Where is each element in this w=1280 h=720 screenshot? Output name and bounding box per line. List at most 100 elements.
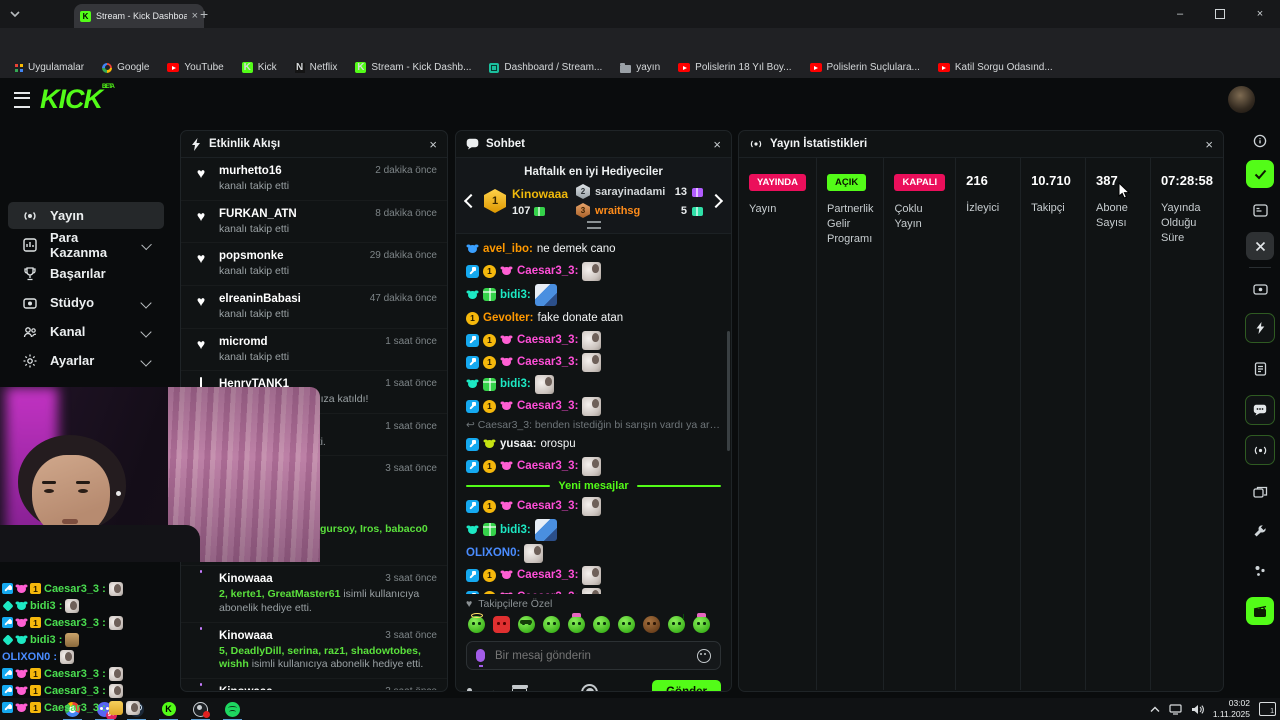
bookmark-video-2[interactable]: Polislerin Suçlulara...	[803, 60, 927, 75]
bookmark-video-3[interactable]: Katil Sorgu Odasınd...	[931, 60, 1060, 75]
wrench-icon[interactable]	[1246, 517, 1274, 545]
chat-username[interactable]: Caesar3_3	[517, 265, 578, 277]
bookmark-stream-dashboard[interactable]: Stream - Kick Dashb...	[348, 60, 478, 75]
emote-halo[interactable]	[468, 613, 485, 633]
new-tab-button[interactable]: +	[200, 6, 209, 22]
sidebar-label: Para Kazanma	[50, 229, 108, 260]
bookmark-folder-yayin[interactable]: yayın	[613, 60, 667, 75]
close-icon[interactable]: ×	[1205, 136, 1213, 152]
emote-music[interactable]	[668, 614, 685, 633]
gifter-rank-2[interactable]: 2 sarayinadami 13	[576, 184, 703, 199]
chat-widget-button[interactable]	[1245, 395, 1275, 425]
chat-username[interactable]: bidi3	[500, 378, 531, 390]
collapse-gifters-icon[interactable]	[586, 221, 601, 229]
chat-settings-gear-icon[interactable]	[581, 683, 599, 691]
chat-username[interactable]: bidi3	[500, 289, 531, 301]
chat-username[interactable]: Caesar3_3	[517, 569, 578, 581]
bookmark-kick[interactable]: Kick	[235, 60, 284, 75]
close-icon[interactable]: ×	[713, 136, 721, 152]
sidebar-item-studyo[interactable]: Stüdyo	[8, 289, 164, 316]
chat-username[interactable]: Caesar3_3	[517, 500, 578, 512]
emote-smile[interactable]	[618, 616, 635, 633]
chat-username[interactable]: Caesar3_3	[517, 356, 578, 368]
send-button[interactable]: Gönder	[652, 680, 721, 691]
dashboard-user-avatar[interactable]	[1228, 86, 1255, 113]
overlay-username: Caesar3_3	[44, 617, 106, 629]
identity-icon[interactable]	[466, 686, 479, 691]
browser-tab[interactable]: Stream - Kick Dashboard ×	[74, 4, 204, 28]
chat-username[interactable]: yusaa	[500, 438, 536, 450]
microphone-icon[interactable]	[476, 649, 485, 667]
panels-icon[interactable]	[1246, 196, 1274, 224]
bookmark-google[interactable]: Google	[95, 60, 156, 75]
gifters-next-icon[interactable]	[708, 193, 724, 209]
emoji-picker-icon[interactable]	[697, 648, 711, 663]
network-icon[interactable]	[1169, 703, 1182, 715]
emote-smile[interactable]	[543, 616, 560, 633]
rank-2-badge-icon: 2	[576, 184, 591, 199]
shop-icon[interactable]	[511, 684, 528, 691]
stats-widget-button[interactable]	[1245, 435, 1275, 465]
overlay-username: Caesar3_3	[44, 668, 106, 680]
infinity-icon[interactable]: ∞	[491, 684, 501, 692]
chat-username[interactable]: Caesar3_3	[517, 591, 578, 594]
sidebar-item-para-kazanma[interactable]: Para Kazanma	[8, 229, 164, 260]
chat-username[interactable]: OLIXON0	[466, 547, 520, 559]
chat-username[interactable]: bidi3	[500, 524, 531, 536]
sidebar-item-kanal[interactable]: Kanal	[8, 318, 164, 345]
stat-subscribers: 387 Abone Sayısı	[1086, 158, 1151, 690]
window-maximize-button[interactable]	[1200, 0, 1240, 28]
bookmark-apps[interactable]: Uygulamalar	[8, 60, 91, 75]
close-icon[interactable]: ×	[429, 136, 437, 152]
gifters-prev-icon[interactable]	[463, 193, 479, 209]
notification-center-icon[interactable]: 1	[1259, 702, 1276, 716]
bookmark-youtube[interactable]: YouTube	[160, 60, 230, 75]
kick-logo[interactable]: KICKBETA	[40, 84, 115, 114]
chat-username[interactable]: Caesar3_3	[517, 334, 578, 346]
gifter-rank-3[interactable]: 3 wraithsg 5	[576, 203, 703, 218]
emote-smile[interactable]	[593, 616, 610, 633]
chat-input[interactable]	[466, 641, 721, 670]
volume-icon[interactable]	[1191, 704, 1204, 715]
moderator-badge-icon	[2, 617, 13, 628]
taskbar-clock[interactable]: 03:02 1.11.2025	[1212, 698, 1250, 719]
taskbar-spotify[interactable]	[223, 701, 242, 720]
message-input-field[interactable]	[493, 648, 689, 663]
bear-badge-icon	[500, 334, 513, 347]
hamburger-menu-icon[interactable]	[14, 92, 30, 108]
emote-party[interactable]	[693, 613, 710, 633]
tab-close-icon[interactable]: ×	[191, 9, 198, 22]
chat-scrollbar[interactable]	[727, 331, 730, 451]
info-icon[interactable]	[1246, 130, 1274, 152]
window-minimize-button[interactable]: –	[1176, 8, 1184, 20]
scenes-icon[interactable]	[1246, 477, 1274, 505]
events-widget-button[interactable]	[1245, 313, 1275, 343]
taskbar-obs[interactable]	[191, 701, 210, 720]
bookmark-netflix[interactable]: Netflix	[288, 60, 345, 75]
chat-username[interactable]: Caesar3_3	[517, 460, 578, 472]
taskbar-kick[interactable]	[159, 701, 178, 720]
studio-widget-icon[interactable]	[1246, 275, 1274, 303]
checklist-button[interactable]	[1246, 160, 1274, 188]
chat-username[interactable]: Gevolter	[483, 312, 534, 324]
emote-angry[interactable]	[493, 616, 510, 633]
sidebar-item-yayin[interactable]: Yayın	[8, 202, 164, 229]
chat-username[interactable]: Caesar3_3	[517, 400, 578, 412]
bookmark-video-1[interactable]: Polislerin 18 Yıl Boy...	[671, 60, 798, 75]
tab-search-chevron-icon[interactable]	[8, 7, 22, 21]
chat-username[interactable]: avel_ibo	[483, 243, 533, 255]
window-close-button[interactable]: ×	[1256, 8, 1264, 20]
emote-sunglasses[interactable]	[518, 616, 535, 633]
gifter-rank-1[interactable]: 1 Kinowaaa 107	[484, 185, 568, 217]
integrations-dots-icon[interactable]	[1246, 557, 1274, 585]
bookmark-dashboard-stream[interactable]: Dashboard / Stream...	[482, 60, 609, 75]
tray-expand-chevron-icon[interactable]	[1150, 706, 1160, 713]
sidebar-item-basarilar[interactable]: Başarılar	[8, 260, 164, 287]
reply-context[interactable]: ↩ Caesar3_3: benden istediğin bi sarışın…	[466, 419, 731, 431]
emote-monkey[interactable]	[643, 616, 660, 633]
close-widget-button[interactable]	[1246, 232, 1274, 260]
clips-clapper-button[interactable]	[1246, 597, 1274, 625]
notes-widget-icon[interactable]	[1246, 355, 1274, 383]
sidebar-item-ayarlar[interactable]: Ayarlar	[8, 347, 164, 374]
emote-cap[interactable]	[568, 613, 585, 633]
